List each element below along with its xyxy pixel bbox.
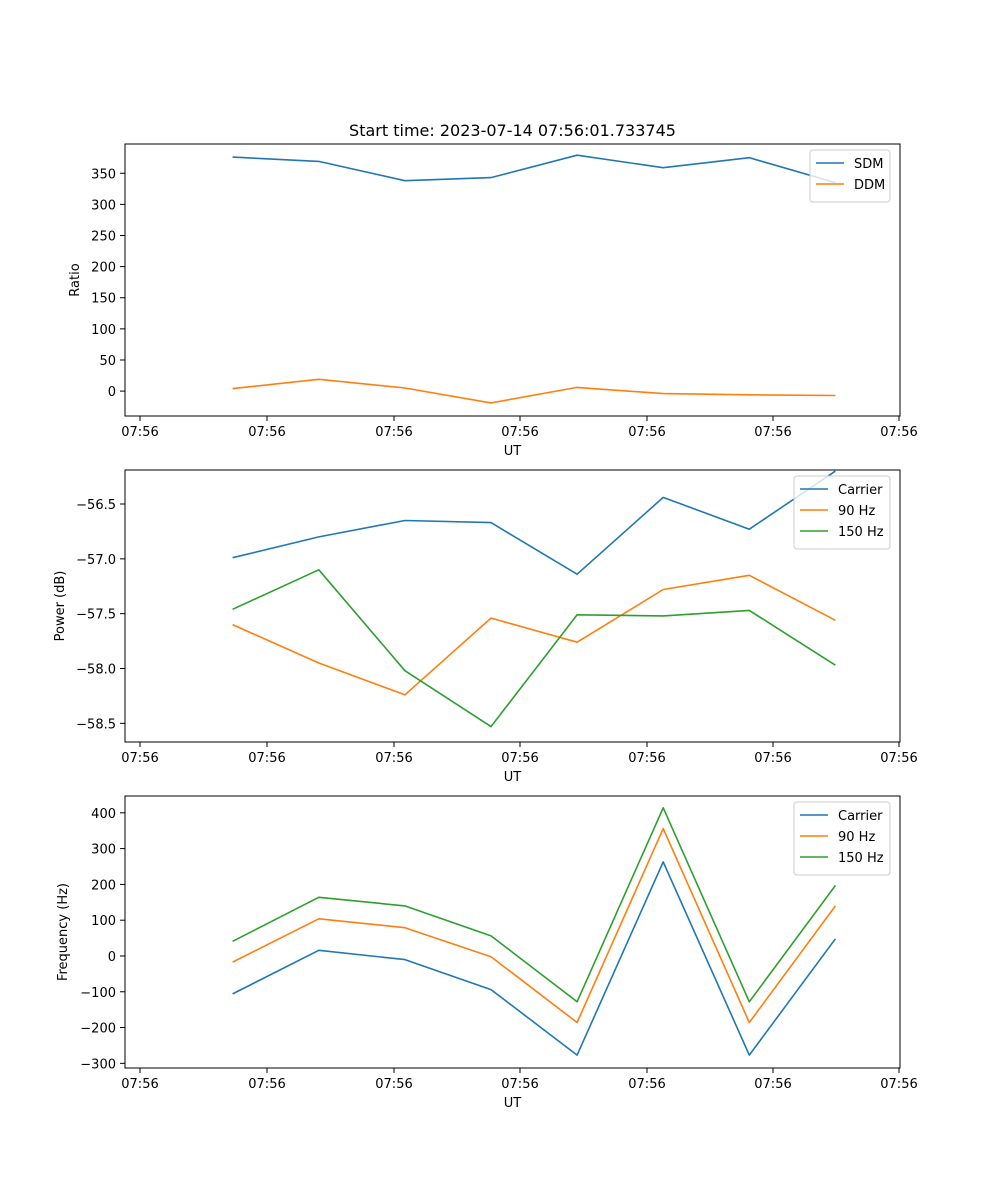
x-tick-label: 07:56 xyxy=(375,751,412,766)
x-tick-label: 07:56 xyxy=(880,1077,917,1092)
y-tick-label: −57.5 xyxy=(76,608,116,623)
chart-panel-2: 07:56 07:56 07:56 07:56 07:56 07:56 07:56 −58.5… xyxy=(53,469,918,785)
legend-label: 90 Hz xyxy=(838,830,875,845)
x-tick-label: 07:56 xyxy=(248,751,285,766)
x-tick-label: 07:56 xyxy=(501,425,538,440)
y-tick-label: 0 xyxy=(108,950,116,965)
series-line-150-hz xyxy=(232,806,837,1003)
y-tick-label: 300 xyxy=(91,843,116,858)
x-tick-label: 07:56 xyxy=(754,1077,791,1092)
y-tick-label: 0 xyxy=(108,385,116,400)
legend: Carrier 90 Hz 150 Hz xyxy=(793,801,891,876)
legend: SDM DDM xyxy=(809,149,891,203)
series-line-sdm xyxy=(232,154,836,184)
x-tick-label: 07:56 xyxy=(628,751,665,766)
series-line-90-hz xyxy=(232,827,837,1024)
x-tick-label: 07:56 xyxy=(628,425,665,440)
x-tick-label: 07:56 xyxy=(754,425,791,440)
chart-panel-3: 07:56 07:56 07:56 07:56 07:56 07:56 07:56 −300 −… xyxy=(56,795,918,1111)
legend-label: 150 Hz xyxy=(838,525,884,540)
legend-label: 150 Hz xyxy=(838,851,884,866)
x-tick-label: 07:56 xyxy=(754,751,791,766)
y-tick-label: 400 xyxy=(91,807,116,822)
series-line-ddm xyxy=(232,378,836,404)
panels: 07:56 07:56 07:56 07:56 07:56 07:56 07:56 0 50 10… xyxy=(53,143,918,1111)
legend: Carrier 90 Hz 150 Hz xyxy=(793,475,891,550)
x-tick-label: 07:56 xyxy=(121,425,158,440)
series-line-90-hz xyxy=(232,574,836,696)
x-axis-label: UT xyxy=(504,444,522,459)
y-axis-label: Frequency (Hz) xyxy=(56,883,71,981)
x-tick-label: 07:56 xyxy=(121,751,158,766)
y-tick-label: −57.0 xyxy=(76,553,116,568)
y-tick-label: −300 xyxy=(80,1057,116,1072)
y-tick-label: 50 xyxy=(99,354,116,369)
axes-frame xyxy=(124,143,901,417)
legend-label: SDM xyxy=(854,157,883,172)
y-tick-label: 200 xyxy=(91,878,116,893)
x-tick-label: 07:56 xyxy=(501,751,538,766)
chart-panel-1: 07:56 07:56 07:56 07:56 07:56 07:56 07:56 0 50 10… xyxy=(68,143,918,459)
axes-frame xyxy=(124,469,901,743)
y-axis-label: Ratio xyxy=(68,263,83,296)
figure-title: Start time: 2023-07-14 07:56:01.733745 xyxy=(349,121,676,140)
y-tick-label: −100 xyxy=(80,986,116,1001)
x-tick-label: 07:56 xyxy=(375,425,412,440)
y-tick-label: −58.5 xyxy=(76,717,116,732)
series-line-carrier xyxy=(232,861,837,1056)
y-tick-label: 200 xyxy=(91,261,116,276)
legend-label: Carrier xyxy=(838,809,883,824)
x-tick-label: 07:56 xyxy=(628,1077,665,1092)
y-tick-label: 250 xyxy=(91,229,116,244)
axes-frame xyxy=(124,795,901,1069)
x-axis-label: UT xyxy=(504,770,522,785)
y-tick-label: −56.5 xyxy=(76,498,116,513)
y-tick-label: −200 xyxy=(80,1022,116,1037)
x-tick-label: 07:56 xyxy=(880,751,917,766)
y-tick-label: 350 xyxy=(91,167,116,182)
x-tick-label: 07:56 xyxy=(375,1077,412,1092)
y-tick-label: −58.0 xyxy=(76,663,116,678)
x-tick-label: 07:56 xyxy=(248,425,285,440)
legend-label: Carrier xyxy=(838,483,883,498)
x-axis-label: UT xyxy=(504,1096,522,1111)
x-tick-label: 07:56 xyxy=(880,425,917,440)
y-axis-label: Power (dB) xyxy=(53,571,68,642)
y-tick-label: 100 xyxy=(91,914,116,929)
series-line-150-hz xyxy=(232,568,836,728)
legend-label: 90 Hz xyxy=(838,504,875,519)
y-tick-label: 150 xyxy=(91,292,116,307)
legend-label: DDM xyxy=(854,178,885,193)
y-tick-label: 100 xyxy=(91,323,116,338)
x-tick-label: 07:56 xyxy=(248,1077,285,1092)
x-tick-label: 07:56 xyxy=(121,1077,158,1092)
x-tick-label: 07:56 xyxy=(501,1077,538,1092)
series-line-carrier xyxy=(232,470,836,576)
y-tick-label: 300 xyxy=(91,198,116,213)
